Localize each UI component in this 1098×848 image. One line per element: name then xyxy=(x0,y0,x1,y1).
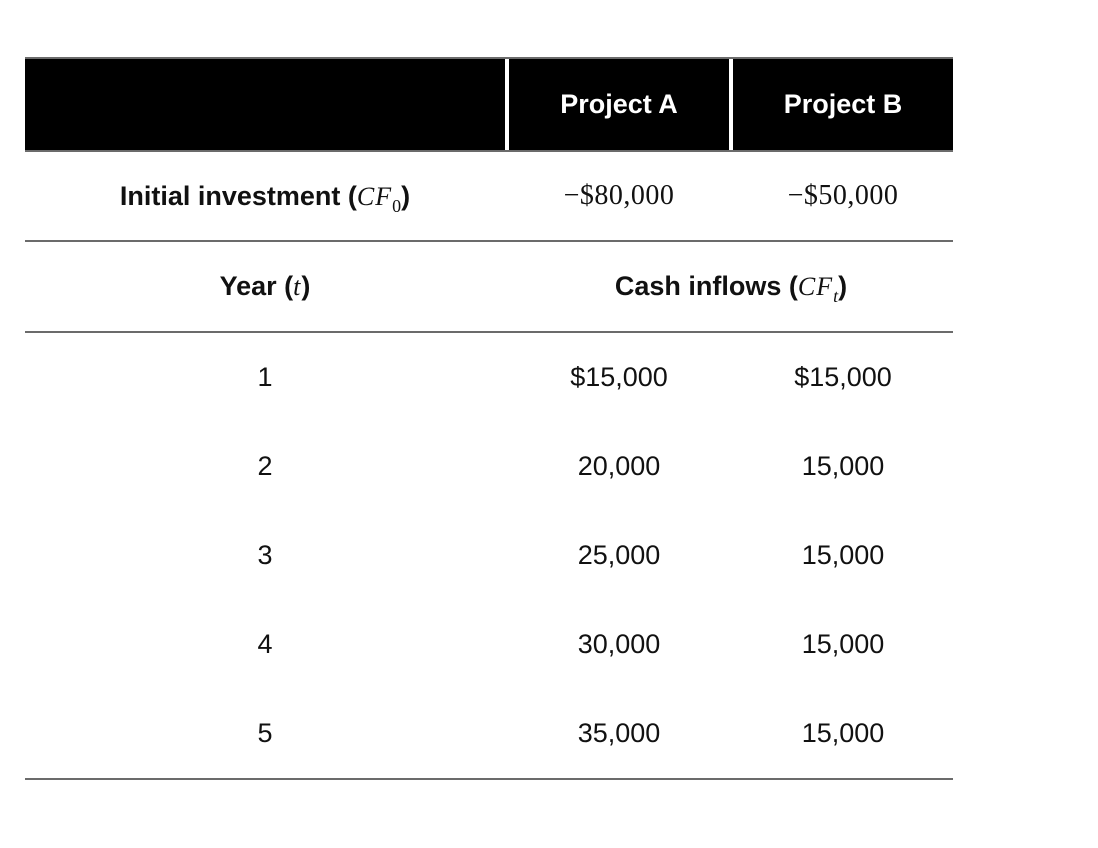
year-cash-inflows-header-row: Year (t) Cash inflows (CFt) xyxy=(25,242,953,333)
initial-investment-row: Initial investment (CF0) −$80,000 −$50,0… xyxy=(25,152,953,242)
project-a-value: 35,000 xyxy=(577,718,661,748)
year-label-close-paren: ) xyxy=(301,271,311,301)
year-cell: 1 xyxy=(257,362,273,392)
cash-inflows-label-text: Cash inflows ( xyxy=(614,271,798,301)
initial-label-subscript: 0 xyxy=(392,195,402,216)
year-label-math-t: t xyxy=(293,272,302,301)
header-blank-cell xyxy=(25,59,505,150)
project-a-value: 20,000 xyxy=(577,451,661,481)
table-row-year-2: 2 20,000 15,000 xyxy=(25,422,953,511)
table-header-row: Project A Project B xyxy=(25,57,953,152)
project-b-value: $15,000 xyxy=(794,362,892,392)
initial-investment-project-a: −$80,000 xyxy=(563,180,675,211)
table-row-year-1: 1 $15,000 $15,000 xyxy=(25,333,953,422)
project-b-value: 15,000 xyxy=(801,629,885,659)
project-b-value: 15,000 xyxy=(801,540,885,570)
cash-flow-table: Project A Project B Initial investment (… xyxy=(25,57,953,780)
year-label-text: Year ( xyxy=(219,271,294,301)
header-project-b: Project B xyxy=(733,59,953,150)
cash-inflows-math-cf: CF xyxy=(797,272,834,301)
header-project-a: Project A xyxy=(509,59,729,150)
cash-inflows-subscript-t: t xyxy=(833,286,839,306)
project-a-value: $15,000 xyxy=(570,362,668,392)
year-cell: 2 xyxy=(257,451,273,481)
project-a-value: 25,000 xyxy=(577,540,661,570)
initial-investment-project-b: −$50,000 xyxy=(787,180,899,211)
table-row-year-4: 4 30,000 15,000 xyxy=(25,600,953,689)
project-b-value: 15,000 xyxy=(801,451,885,481)
year-header-cell: Year (t) xyxy=(25,271,505,302)
initial-label-text: Initial investment ( xyxy=(119,180,357,211)
initial-investment-label: Initial investment (CF0) xyxy=(25,180,505,215)
cash-inflows-header-cell: Cash inflows (CFt) xyxy=(509,271,953,305)
year-cell: 4 xyxy=(257,629,273,659)
project-a-value: 30,000 xyxy=(577,629,661,659)
cash-inflows-close-paren: ) xyxy=(838,271,848,301)
year-cell: 3 xyxy=(257,540,273,570)
initial-label-close-paren: ) xyxy=(401,180,411,211)
project-b-value: 15,000 xyxy=(801,718,885,748)
table-row-year-5: 5 35,000 15,000 xyxy=(25,689,953,778)
year-cell: 5 xyxy=(257,718,273,748)
initial-label-math-cf: CF xyxy=(356,181,393,211)
table-row-year-3: 3 25,000 15,000 xyxy=(25,511,953,600)
